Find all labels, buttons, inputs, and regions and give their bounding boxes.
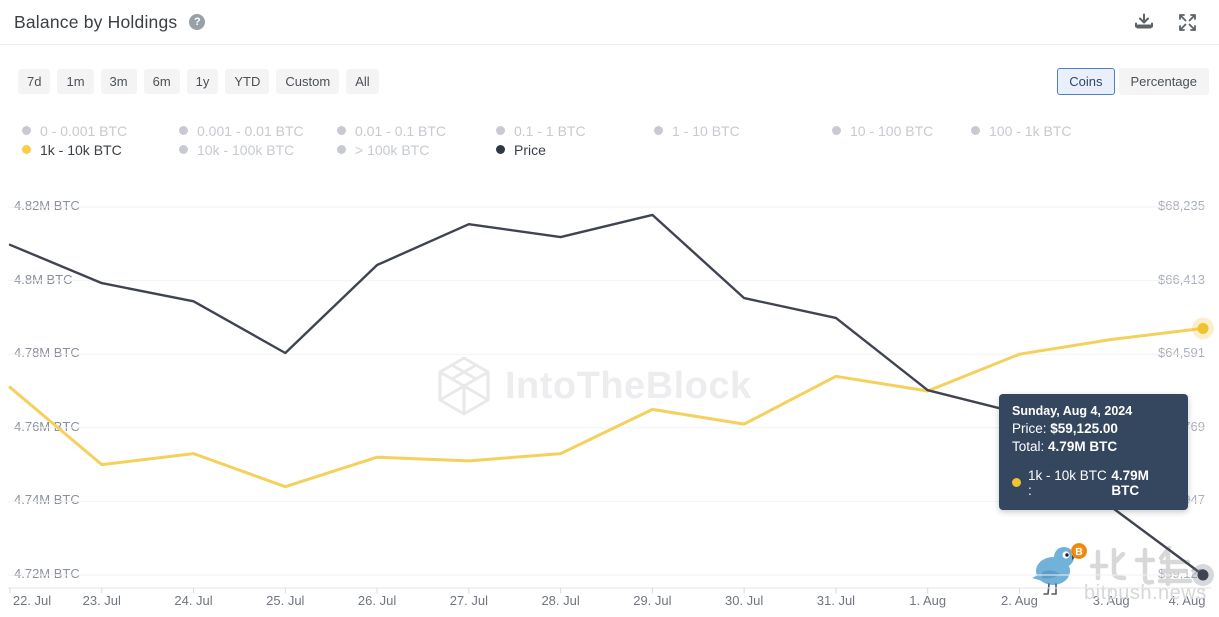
legend-dot-icon — [971, 126, 980, 135]
fullscreen-icon[interactable] — [1178, 13, 1197, 32]
y-axis-right-label: $64,591 — [1158, 345, 1205, 361]
y-axis-right-label: $66,413 — [1158, 271, 1205, 287]
range-button-3m[interactable]: 3m — [100, 69, 137, 94]
header-actions — [1134, 13, 1219, 32]
x-axis-label: 28. Jul — [541, 593, 580, 608]
y-axis-right-label: $68,235 — [1158, 198, 1205, 213]
range-button-6m[interactable]: 6m — [143, 69, 180, 94]
legend-dot-icon — [337, 126, 346, 135]
legend-label: 10k - 100k BTC — [197, 141, 295, 158]
legend-dot-icon — [22, 145, 31, 154]
y-axis-left-label: 4.78M BTC — [14, 345, 80, 361]
toolbar: 7d 1m 3m 6m 1y YTD Custom All Coins Percentage — [0, 68, 1219, 95]
legend-dot-icon — [654, 126, 663, 135]
legend-label: 0.001 - 0.01 BTC — [197, 122, 304, 139]
tooltip-price-row: Price: $59,125.00 — [1012, 421, 1118, 436]
y-axis-left-label: 4.74M BTC — [14, 492, 80, 508]
intotheblock-logo-icon — [438, 356, 490, 416]
chart-tooltip: Sunday, Aug 4, 2024 Price: $59,125.00 To… — [999, 394, 1188, 510]
legend-dot-icon — [337, 145, 346, 154]
x-axis-label: 27. Jul — [449, 593, 488, 608]
y-axis-left-label: 4.76M BTC — [14, 418, 80, 434]
legend-item-1-10-btc[interactable]: 1 - 10 BTC — [654, 123, 832, 139]
legend-item--100k-btc[interactable]: > 100k BTC — [337, 142, 496, 158]
time-range-buttons: 7d 1m 3m 6m 1y YTD Custom All — [18, 69, 379, 94]
range-button-1m[interactable]: 1m — [57, 69, 94, 94]
bitpush-news-text: bitpush.news — [1084, 582, 1207, 604]
legend-label: 10 - 100 BTC — [850, 122, 934, 139]
legend-item-0-001-0-01-btc[interactable]: 0.001 - 0.01 BTC — [179, 123, 337, 139]
intotheblock-watermark: IntoTheBlock — [437, 356, 752, 416]
x-axis-label: 24. Jul — [174, 593, 213, 608]
tooltip-date: Sunday, Aug 4, 2024 — [1012, 404, 1133, 418]
x-axis-label: 31. Jul — [816, 593, 856, 608]
x-axis-label: 3. Aug — [1092, 593, 1130, 608]
legend-item-100-1k-btc[interactable]: 100 - 1k BTC — [971, 123, 1131, 139]
legend-item-0-1-1-btc[interactable]: 0.1 - 1 BTC — [496, 123, 654, 139]
legend-label: 1k - 10k BTC — [40, 141, 122, 158]
y-axis-left-label: 4.72M BTC — [14, 566, 80, 581]
legend-item-10-100-btc[interactable]: 10 - 100 BTC — [832, 123, 971, 139]
tooltip-series-row: 1k - 10k BTC : 4.79M BTC — [1012, 468, 1175, 498]
x-axis-label: 4. Aug — [1168, 593, 1206, 608]
unit-toggle-coins[interactable]: Coins — [1057, 68, 1115, 95]
legend-dot-icon — [22, 126, 31, 135]
legend-item-1k-10k-btc[interactable]: 1k - 10k BTC — [22, 142, 179, 158]
legend-label: > 100k BTC — [355, 141, 430, 158]
legend-label: Price — [514, 141, 546, 158]
legend-row: 0 - 0.001 BTC 0.001 - 0.01 BTC 0.01 - 0.1 … — [22, 121, 1131, 140]
legend-row: 1k - 10k BTC 10k - 100k BTC > 100k BTC Pric… — [22, 140, 1131, 159]
range-button-7d[interactable]: 7d — [18, 69, 51, 94]
header: Balance by Holdings ? — [0, 0, 1219, 45]
legend-item-0-01-0-1-btc[interactable]: 0.01 - 0.1 BTC — [337, 123, 496, 139]
legend-dot-icon — [832, 126, 841, 135]
x-axis-label: 26. Jul — [357, 593, 397, 608]
x-axis-label: 23. Jul — [82, 593, 121, 608]
legend-label: 100 - 1k BTC — [989, 122, 1072, 139]
legend-dot-icon — [496, 126, 505, 135]
legend: 0 - 0.001 BTC 0.001 - 0.01 BTC 0.01 - 0.1 … — [22, 121, 1131, 159]
help-icon[interactable]: ? — [189, 14, 206, 30]
download-icon[interactable] — [1134, 13, 1154, 32]
range-button-ytd[interactable]: YTD — [225, 69, 270, 94]
legend-item-10k-100k-btc[interactable]: 10k - 100k BTC — [179, 142, 337, 158]
y-axis-left-label: 4.8M BTC — [14, 271, 73, 287]
svg-text:B: B — [1075, 547, 1082, 558]
y-axis-left-label: 4.82M BTC — [14, 198, 80, 213]
x-axis-label: 22. Jul — [12, 593, 52, 608]
x-axis-label: 29. Jul — [633, 593, 672, 608]
range-button-custom[interactable]: Custom — [276, 69, 340, 94]
x-axis-label: 1. Aug — [909, 593, 947, 608]
unit-toggle: Coins Percentage — [1057, 68, 1209, 95]
x-axis-label: 30. Jul — [724, 593, 764, 608]
legend-item-price[interactable]: Price — [496, 142, 656, 158]
series-dot-icon — [1012, 478, 1021, 488]
legend-dot-icon — [179, 145, 188, 154]
x-axis-label: 25. Jul — [266, 593, 305, 608]
bitpush-watermark: B bitpush.news — [1022, 540, 1212, 604]
legend-label: 0 - 0.001 BTC — [40, 122, 128, 139]
range-button-1y[interactable]: 1y — [186, 69, 219, 94]
legend-dot-icon — [179, 126, 188, 135]
x-axis-label: 2. Aug — [1001, 593, 1038, 608]
legend-dot-icon — [496, 145, 505, 154]
legend-label: 0.01 - 0.1 BTC — [355, 122, 447, 139]
legend-item-0-0-001-btc[interactable]: 0 - 0.001 BTC — [22, 123, 179, 139]
range-button-all[interactable]: All — [346, 69, 379, 94]
unit-toggle-percentage[interactable]: Percentage — [1118, 68, 1209, 95]
intotheblock-watermark-text: IntoTheBlock — [505, 364, 752, 407]
legend-label: 1 - 10 BTC — [672, 122, 740, 139]
page-title: Balance by Holdings — [14, 11, 178, 32]
legend-label: 0.1 - 1 BTC — [514, 122, 586, 139]
tooltip-total-row: Total: 4.79M BTC — [1012, 438, 1118, 454]
